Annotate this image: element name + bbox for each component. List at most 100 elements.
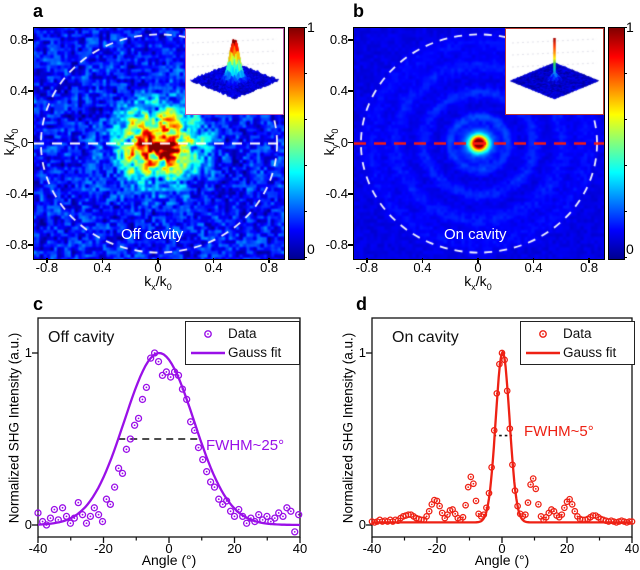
x-tick-label: 40 — [292, 541, 308, 556]
on-cavity-label-b: On cavity — [444, 226, 507, 243]
y-tick-label: 0.4 — [9, 83, 28, 99]
colorbar-a-min: 0 — [307, 241, 315, 257]
ytick-1-c: 1 — [24, 345, 32, 360]
inset-3d-surface-off — [185, 28, 284, 115]
panel-a-letter: a — [33, 1, 44, 21]
x-tick-label: -40 — [362, 541, 382, 556]
colorbar-tick-mark — [304, 257, 307, 259]
y-tick-mark — [28, 90, 33, 92]
panel-d-letter: d — [356, 294, 367, 314]
y-tick-mark — [348, 193, 353, 195]
legend-d-fit-row: Gauss fit — [523, 344, 630, 362]
gauss-fit-line-icon — [191, 351, 225, 354]
inset-3d-surface-on — [505, 28, 604, 115]
legend-c: Data Gauss fit — [185, 321, 300, 365]
y-tick-label: 0 — [20, 134, 28, 150]
gauss-fit-line-icon — [526, 351, 560, 354]
x-tick-mark — [268, 258, 270, 263]
x-tick-label: 20 — [559, 541, 575, 556]
legend-c-fit-label: Gauss fit — [228, 345, 282, 360]
y-tick-mark — [28, 193, 33, 195]
y-tick-label: 0.8 — [329, 31, 348, 47]
y-tick-mark — [28, 244, 33, 246]
x-tick-label: 0 — [154, 260, 162, 275]
legend-c-data-label: Data — [228, 326, 257, 341]
x-tick-label: -40 — [28, 541, 48, 556]
panel-c-letter: c — [33, 294, 44, 314]
x-tick-label: 0 — [474, 260, 482, 275]
x-tick-label: -0.8 — [355, 260, 379, 275]
x-tick-label: -0.8 — [35, 260, 59, 275]
colorbar-a-max: 1 — [307, 19, 315, 35]
colorbar-tick-mark — [624, 73, 627, 75]
x-tick-mark — [212, 258, 215, 263]
colorbar-tick-mark — [304, 27, 307, 29]
axis-label-y-c: Normalized SHG Intensity (a.u.) — [6, 332, 22, 524]
x-tick-label: 0.8 — [580, 260, 599, 275]
colorbar-b — [608, 27, 625, 260]
colorbar-a — [288, 27, 305, 260]
panel-b-letter: b — [353, 1, 364, 21]
legend-d: Data Gauss fit — [520, 321, 635, 365]
x-tick-label: 0.4 — [204, 260, 223, 275]
y-tick-label: -0.4 — [5, 185, 28, 201]
ytick-0-c: 0 — [24, 517, 32, 532]
colorbar-tick-mark — [304, 165, 307, 167]
axis-label-kx-a: kx/k0 — [144, 273, 172, 292]
y-tick-label: 0.8 — [9, 31, 28, 47]
colorbar-tick-mark — [624, 165, 627, 167]
x-tick-mark — [101, 258, 104, 263]
y-tick-label: 0.4 — [329, 83, 348, 99]
x-tick-mark — [532, 258, 535, 263]
x-tick-mark — [366, 258, 368, 263]
axis-label-kx-b: kx/k0 — [464, 273, 492, 292]
legend-d-data-row: Data — [523, 325, 630, 343]
x-tick-mark — [46, 258, 48, 263]
x-tick-label: 0 — [165, 541, 173, 556]
axis-label-y-d: Normalized SHG Intensity (a.u.) — [340, 332, 356, 524]
x-tick-label: 40 — [624, 541, 640, 556]
legend-c-data-row: Data — [188, 325, 295, 343]
y-tick-label: 0 — [340, 134, 348, 150]
x-tick-mark — [157, 258, 159, 263]
x-tick-label: 0 — [498, 541, 506, 556]
colorbar-tick-mark — [624, 211, 627, 213]
y-tick-label: -0.4 — [325, 185, 348, 201]
x-tick-label: -20 — [427, 541, 447, 556]
y-tick-mark — [348, 90, 353, 92]
colorbar-tick-mark — [624, 257, 627, 259]
axis-label-x-d: Angle (°) — [474, 552, 530, 568]
fwhm-annotation-d: FWHM~5° — [524, 423, 594, 440]
axis-label-x-c: Angle (°) — [141, 552, 197, 568]
y-tick-mark — [348, 39, 353, 41]
colorbar-tick-mark — [624, 119, 627, 121]
x-tick-label: 0.4 — [93, 260, 112, 275]
legend-d-fit-label: Gauss fit — [563, 345, 617, 360]
x-tick-label: -20 — [94, 541, 113, 556]
ytick-1-d: 1 — [358, 345, 366, 360]
x-tick-mark — [421, 258, 424, 263]
legend-d-data-label: Data — [563, 326, 592, 341]
data-marker-icon — [539, 329, 547, 338]
data-marker-icon — [204, 329, 212, 338]
colorbar-b-min: 0 — [626, 241, 634, 257]
off-cavity-label-a: Off cavity — [121, 226, 184, 243]
fwhm-annotation-c: FWHM~25° — [206, 437, 285, 454]
x-tick-label: 0.4 — [413, 260, 432, 275]
on-cavity-label-d: On cavity — [392, 329, 459, 346]
colorbar-tick-mark — [304, 211, 307, 213]
y-tick-mark — [348, 244, 353, 246]
ytick-0-d: 0 — [358, 517, 366, 532]
x-tick-label: 0.4 — [524, 260, 543, 275]
legend-c-fit-row: Gauss fit — [188, 344, 295, 362]
colorbar-tick-mark — [304, 73, 307, 75]
colorbar-tick-mark — [624, 27, 627, 29]
x-tick-label: 20 — [227, 541, 242, 556]
x-tick-mark — [477, 258, 479, 263]
y-tick-mark — [348, 141, 353, 144]
y-tick-label: -0.8 — [5, 237, 28, 253]
colorbar-b-max: 1 — [626, 19, 634, 35]
y-tick-mark — [28, 39, 33, 41]
y-tick-mark — [28, 141, 33, 144]
